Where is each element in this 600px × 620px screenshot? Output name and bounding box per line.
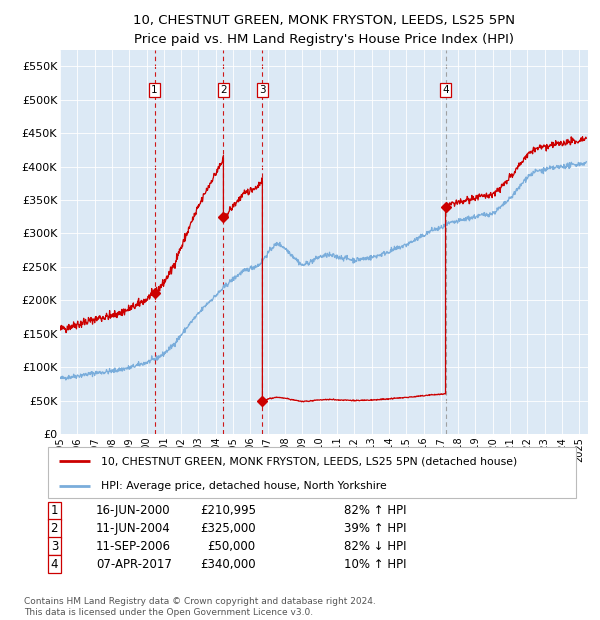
Text: 82% ↓ HPI: 82% ↓ HPI [344, 540, 407, 553]
Text: 39% ↑ HPI: 39% ↑ HPI [344, 522, 407, 535]
Text: 07-APR-2017: 07-APR-2017 [96, 558, 172, 570]
Text: 11-JUN-2004: 11-JUN-2004 [96, 522, 170, 535]
Text: 1: 1 [151, 85, 158, 95]
Text: 1: 1 [50, 504, 58, 517]
Text: 16-JUN-2000: 16-JUN-2000 [96, 504, 170, 517]
Text: £50,000: £50,000 [208, 540, 256, 553]
Text: 4: 4 [442, 85, 449, 95]
Text: £340,000: £340,000 [200, 558, 256, 570]
Text: 3: 3 [50, 540, 58, 553]
Text: 10, CHESTNUT GREEN, MONK FRYSTON, LEEDS, LS25 5PN (detached house): 10, CHESTNUT GREEN, MONK FRYSTON, LEEDS,… [101, 456, 517, 466]
Text: £325,000: £325,000 [200, 522, 256, 535]
FancyBboxPatch shape [48, 448, 576, 498]
Text: 4: 4 [50, 558, 58, 570]
Text: £210,995: £210,995 [200, 504, 256, 517]
Text: 2: 2 [220, 85, 227, 95]
Text: 11-SEP-2006: 11-SEP-2006 [96, 540, 171, 553]
Text: 2: 2 [50, 522, 58, 535]
Text: 10% ↑ HPI: 10% ↑ HPI [344, 558, 407, 570]
Title: 10, CHESTNUT GREEN, MONK FRYSTON, LEEDS, LS25 5PN
Price paid vs. HM Land Registr: 10, CHESTNUT GREEN, MONK FRYSTON, LEEDS,… [133, 14, 515, 46]
Text: Contains HM Land Registry data © Crown copyright and database right 2024.
This d: Contains HM Land Registry data © Crown c… [24, 598, 376, 617]
Text: 82% ↑ HPI: 82% ↑ HPI [344, 504, 407, 517]
Text: HPI: Average price, detached house, North Yorkshire: HPI: Average price, detached house, Nort… [101, 481, 386, 491]
Text: 3: 3 [259, 85, 266, 95]
